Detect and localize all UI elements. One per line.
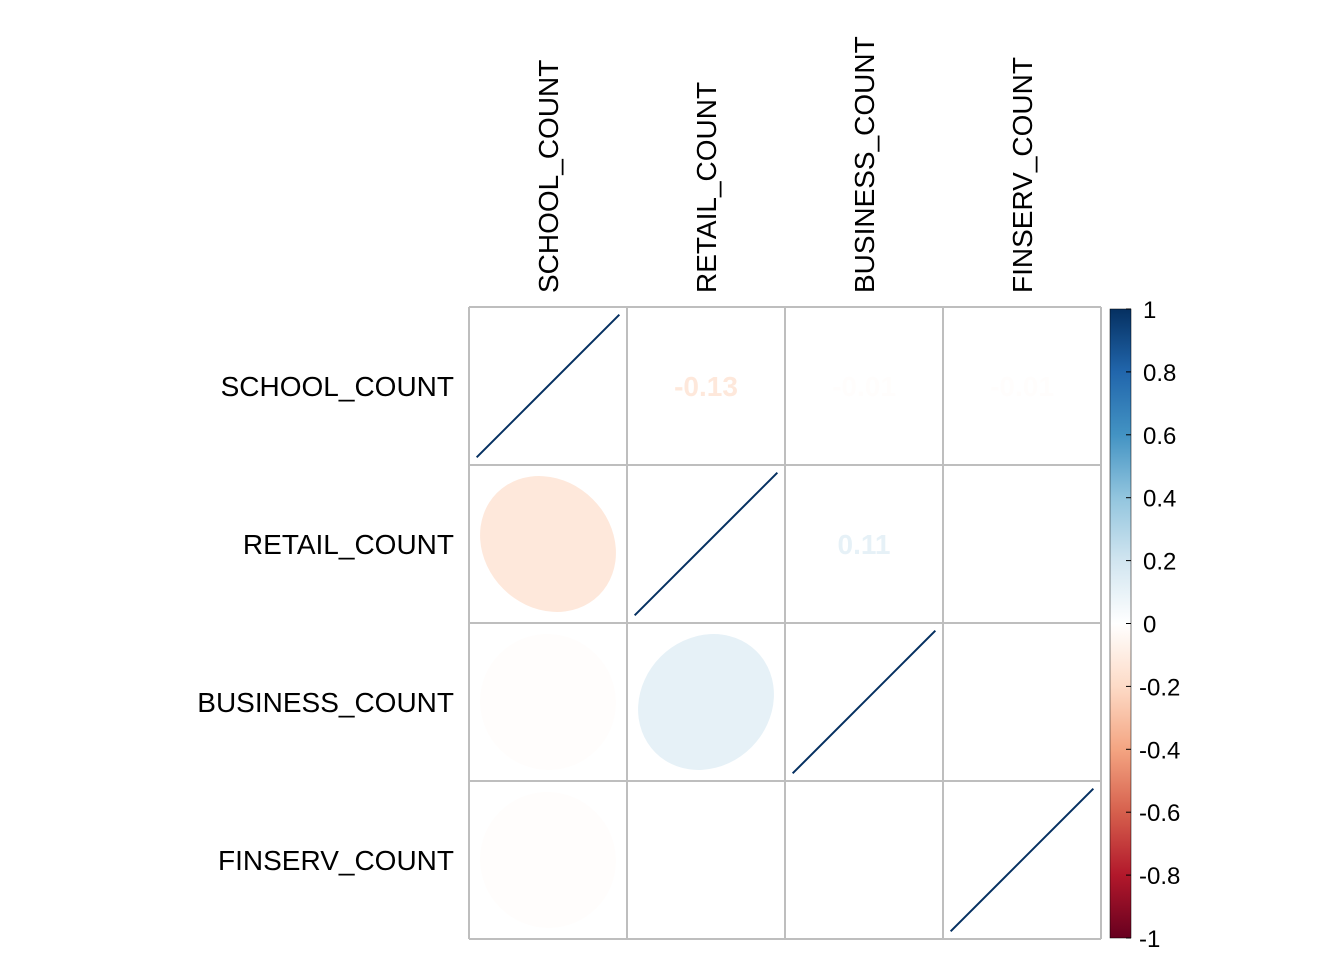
correlation-ellipse xyxy=(638,634,774,770)
colorbar-tick-label: -0.4 xyxy=(1139,737,1180,764)
colorbar-tick-label: -0.2 xyxy=(1139,674,1180,701)
column-label: FINSERV_COUNT xyxy=(1007,57,1038,293)
row-label: SCHOOL_COUNT xyxy=(221,371,454,402)
column-labels: SCHOOL_COUNT RETAIL_COUNT BUSINESS_COUNT FI… xyxy=(533,36,1038,293)
correlation-ellipse xyxy=(480,634,616,770)
correlation-ellipse xyxy=(480,476,616,612)
row-label: RETAIL_COUNT xyxy=(243,529,454,560)
correlation-value-label: 0 xyxy=(1014,529,1030,560)
colorbar-legend: -1 -0.8 -0.6 -0.4 -0.2 0 0.2 0.4 0.6 0.8 1 xyxy=(1109,297,1180,953)
correlation-ellipse xyxy=(475,313,621,459)
colorbar-tick-label: -0.8 xyxy=(1139,863,1180,890)
correlation-value-label: 0 xyxy=(1014,687,1030,718)
column-label: SCHOOL_COUNT xyxy=(533,60,564,293)
matrix-cells: -0.13 -0.01 -0.01 0.11 0 0 xyxy=(475,313,1095,933)
colorbar-tick-label: 0.6 xyxy=(1143,423,1176,450)
correlation-ellipse xyxy=(638,792,774,928)
row-label: BUSINESS_COUNT xyxy=(197,687,454,718)
colorbar-tick-label: -0.6 xyxy=(1139,800,1180,827)
colorbar-tick-label: -1 xyxy=(1139,926,1160,953)
correlation-ellipse xyxy=(796,792,932,928)
colorbar-tick-label: 0.4 xyxy=(1143,486,1176,513)
colorbar-tick-label: 0 xyxy=(1143,612,1156,639)
colorbar-tick-label: 0.2 xyxy=(1143,549,1176,576)
correlation-ellipse xyxy=(633,471,779,617)
correlation-value-label: -0.01 xyxy=(832,371,896,402)
correlation-value-label: -0.13 xyxy=(674,371,738,402)
matrix-grid xyxy=(468,306,1102,940)
correlation-value-label: -0.01 xyxy=(990,371,1054,402)
row-label: FINSERV_COUNT xyxy=(218,845,454,876)
column-label: RETAIL_COUNT xyxy=(691,82,722,293)
correlation-value-label: 0.11 xyxy=(838,529,891,560)
row-labels: SCHOOL_COUNT RETAIL_COUNT BUSINESS_COUNT FI… xyxy=(197,371,454,876)
correlation-ellipse xyxy=(791,629,937,775)
column-label: BUSINESS_COUNT xyxy=(849,36,880,293)
correlation-ellipse xyxy=(480,792,616,928)
colorbar-tick-label: 0.8 xyxy=(1143,360,1176,387)
colorbar-tick-label: 1 xyxy=(1143,297,1156,324)
correlation-ellipse xyxy=(949,787,1095,933)
